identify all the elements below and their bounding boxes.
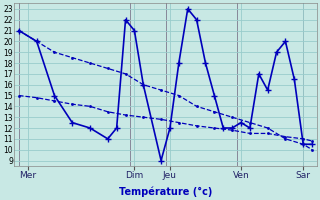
X-axis label: Température (°c): Température (°c) [119, 186, 212, 197]
